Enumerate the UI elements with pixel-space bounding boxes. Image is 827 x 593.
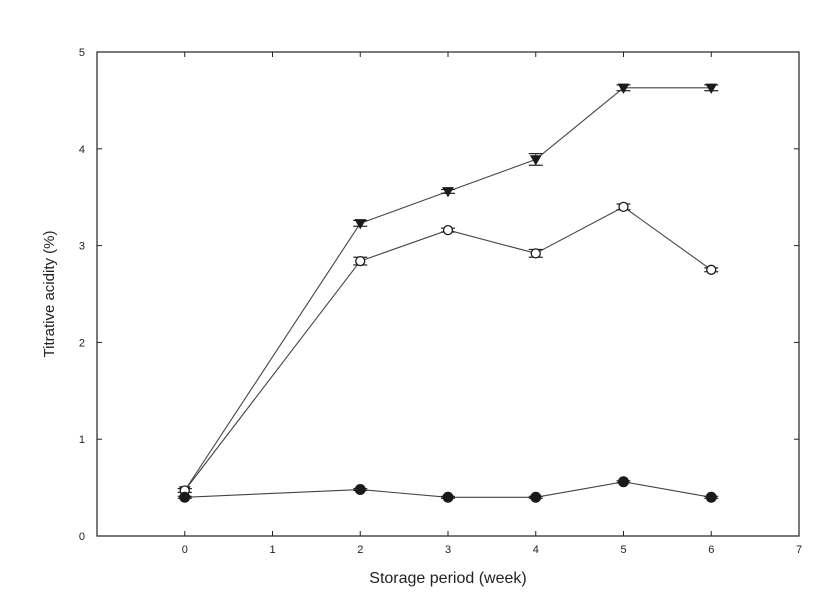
y-tick-label: 0 xyxy=(79,531,85,543)
data-point xyxy=(442,491,454,503)
series-1 xyxy=(177,83,719,497)
data-point xyxy=(530,248,541,259)
series-3 xyxy=(177,476,719,503)
y-tick-label: 3 xyxy=(79,241,85,253)
data-point xyxy=(530,491,542,503)
x-tick-label: 6 xyxy=(708,544,714,556)
data-point xyxy=(618,201,629,213)
x-tick-label: 0 xyxy=(182,544,188,556)
x-tick-label: 4 xyxy=(533,544,539,556)
axis-ticks: 0 1 2 3 4 5 6 7 0 1 2 3 4 5 xyxy=(79,47,802,556)
data-point xyxy=(705,491,717,503)
y-tick-label: 2 xyxy=(79,337,85,349)
x-tick-label: 1 xyxy=(269,544,275,556)
data-point xyxy=(355,255,366,267)
x-tick-label: 5 xyxy=(620,544,626,556)
data-point xyxy=(442,187,454,198)
x-tick-label: 3 xyxy=(445,544,451,556)
series-line xyxy=(184,87,712,491)
y-tick-label: 4 xyxy=(79,144,85,156)
data-point xyxy=(354,484,366,496)
data-point xyxy=(179,491,191,503)
x-tick-label: 7 xyxy=(796,544,802,556)
series-line xyxy=(184,481,712,498)
y-tick-label: 5 xyxy=(79,47,85,59)
data-point xyxy=(618,476,629,488)
y-tick-label: 1 xyxy=(79,434,85,446)
series-layer xyxy=(177,83,719,503)
x-axis-title: Storage period (week) xyxy=(369,570,526,587)
y-axis-title: Titrative acidity (%) xyxy=(41,231,58,358)
data-point xyxy=(705,83,718,94)
x-tick-label: 2 xyxy=(357,544,363,556)
data-point xyxy=(354,219,367,230)
data-point xyxy=(617,83,630,94)
data-point xyxy=(529,155,542,166)
data-point xyxy=(706,264,717,275)
data-point xyxy=(442,224,454,236)
series-line xyxy=(184,206,712,491)
series-2 xyxy=(177,201,719,496)
